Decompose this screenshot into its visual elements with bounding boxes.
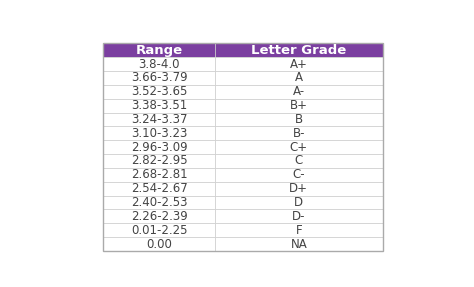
- Bar: [103, 154, 215, 168]
- Bar: [103, 43, 215, 57]
- Text: A+: A+: [290, 58, 308, 71]
- Bar: [215, 126, 383, 140]
- Text: 0.00: 0.00: [146, 238, 172, 251]
- Text: 2.68-2.81: 2.68-2.81: [131, 168, 188, 181]
- Bar: [215, 168, 383, 182]
- Text: Range: Range: [136, 44, 183, 57]
- Bar: [103, 237, 215, 251]
- Bar: [215, 140, 383, 154]
- Bar: [103, 168, 215, 182]
- Text: 2.40-2.53: 2.40-2.53: [131, 196, 187, 209]
- Bar: [215, 182, 383, 196]
- Bar: [103, 99, 215, 113]
- Text: B-: B-: [292, 127, 305, 140]
- Bar: [103, 140, 215, 154]
- Text: B: B: [295, 113, 303, 126]
- Bar: [215, 210, 383, 223]
- Text: 2.26-2.39: 2.26-2.39: [131, 210, 188, 223]
- Bar: [103, 210, 215, 223]
- Bar: [103, 71, 215, 85]
- Text: 2.96-3.09: 2.96-3.09: [131, 141, 188, 154]
- Text: 3.38-3.51: 3.38-3.51: [131, 99, 187, 112]
- Text: Letter Grade: Letter Grade: [251, 44, 346, 57]
- Bar: [215, 85, 383, 99]
- Bar: [103, 57, 215, 71]
- Text: 2.54-2.67: 2.54-2.67: [131, 182, 188, 195]
- Text: 2.82-2.95: 2.82-2.95: [131, 154, 188, 168]
- Bar: [103, 85, 215, 99]
- Text: 3.66-3.79: 3.66-3.79: [131, 71, 188, 84]
- Text: C: C: [295, 154, 303, 168]
- Text: 0.01-2.25: 0.01-2.25: [131, 224, 187, 237]
- Bar: [215, 113, 383, 126]
- Bar: [103, 196, 215, 210]
- Bar: [103, 182, 215, 196]
- Bar: [103, 43, 383, 251]
- Bar: [215, 57, 383, 71]
- Bar: [215, 223, 383, 237]
- Text: D-: D-: [292, 210, 306, 223]
- Bar: [215, 237, 383, 251]
- Text: 3.8-4.0: 3.8-4.0: [138, 58, 180, 71]
- Text: D+: D+: [289, 182, 308, 195]
- Bar: [215, 154, 383, 168]
- Text: A-: A-: [293, 85, 305, 98]
- Text: C-: C-: [292, 168, 305, 181]
- Text: C+: C+: [290, 141, 308, 154]
- Text: NA: NA: [291, 238, 307, 251]
- Bar: [103, 223, 215, 237]
- Bar: [103, 113, 215, 126]
- Bar: [103, 126, 215, 140]
- Text: D: D: [294, 196, 303, 209]
- Bar: [215, 43, 383, 57]
- Bar: [215, 196, 383, 210]
- Text: 3.10-3.23: 3.10-3.23: [131, 127, 187, 140]
- Bar: [215, 71, 383, 85]
- Text: B+: B+: [290, 99, 308, 112]
- Text: A: A: [295, 71, 303, 84]
- Text: F: F: [295, 224, 302, 237]
- Text: 3.52-3.65: 3.52-3.65: [131, 85, 187, 98]
- Bar: [215, 99, 383, 113]
- Text: 3.24-3.37: 3.24-3.37: [131, 113, 187, 126]
